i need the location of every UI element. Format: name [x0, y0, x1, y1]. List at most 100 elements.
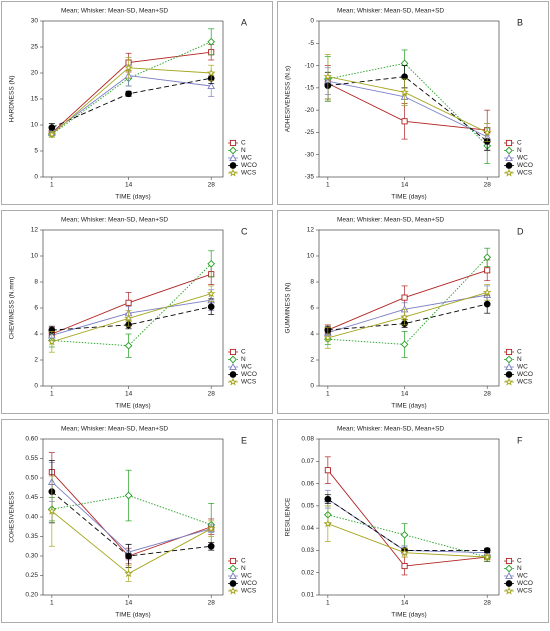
marker — [47, 337, 57, 346]
y-tick-label: 0 — [34, 383, 38, 390]
marker — [207, 303, 215, 311]
y-tick-label: 0.04 — [301, 525, 314, 532]
y-tick-label: 0.30 — [25, 553, 38, 560]
marker — [505, 564, 513, 573]
x-axis-label: TIME (days) — [391, 612, 426, 619]
x-tick-label: 28 — [484, 391, 492, 398]
y-tick-label: 20 — [31, 70, 39, 77]
marker — [229, 371, 237, 378]
legend-label: C — [241, 140, 246, 147]
y-tick-label: 15 — [31, 96, 39, 103]
y-axis-label: COHESIVENESS — [9, 491, 16, 543]
marker — [484, 267, 491, 274]
marker — [229, 153, 237, 162]
y-axis-label: ADHESIVENESS (N.s) — [285, 66, 292, 132]
legend-label: N — [241, 147, 246, 154]
x-tick-label: 28 — [484, 600, 492, 607]
legend-label: WCS — [241, 379, 257, 386]
marker — [124, 63, 133, 72]
y-tick-label: 0.55 — [25, 455, 38, 462]
legend-label: N — [241, 565, 246, 572]
x-tick-label: 1 — [326, 600, 330, 607]
marker — [228, 377, 238, 386]
marker — [505, 580, 513, 587]
marker — [207, 259, 216, 268]
marker — [228, 586, 238, 595]
x-tick-label: 14 — [401, 391, 409, 398]
marker — [482, 127, 492, 137]
y-tick-label: 0.08 — [301, 436, 314, 443]
y-tick-label: -25 — [305, 129, 315, 136]
marker — [324, 495, 332, 503]
marker — [229, 557, 237, 565]
plot-area — [318, 438, 500, 596]
marker — [504, 168, 514, 177]
legend-label: C — [241, 349, 246, 356]
y-tick-label: 0 — [310, 383, 314, 390]
y-tick-label: 0.05 — [301, 503, 314, 510]
x-tick-label: 28 — [208, 600, 216, 607]
legend-label: WCO — [241, 580, 257, 587]
y-tick-label: 12 — [307, 227, 315, 234]
marker — [124, 313, 133, 323]
marker — [482, 552, 492, 561]
x-tick-label: 14 — [401, 600, 409, 607]
marker — [207, 37, 216, 46]
y-tick-label: 2 — [34, 357, 38, 364]
panel-frame — [277, 210, 549, 414]
legend-label: WCS — [241, 588, 257, 595]
chart-title: Mean; Whisker: Mean-SD, Mean+SD — [337, 426, 444, 433]
marker — [229, 564, 237, 573]
y-tick-label: 10 — [307, 253, 315, 260]
marker — [124, 569, 133, 578]
marker — [229, 362, 237, 371]
plot-area — [318, 20, 500, 178]
x-tick-label: 1 — [326, 391, 330, 398]
marker — [229, 571, 237, 580]
marker — [124, 491, 133, 500]
y-tick-label: 6 — [310, 305, 314, 312]
panel: Mean; Whisker: Mean-SD, Mean+SD A TIME (da… — [1, 1, 273, 205]
legend-label: WC — [517, 573, 528, 580]
marker — [401, 562, 408, 570]
y-tick-label: 0.03 — [301, 547, 314, 554]
y-tick-label: 10 — [31, 122, 39, 129]
marker — [505, 139, 513, 147]
marker — [400, 340, 409, 349]
y-tick-label: 12 — [31, 227, 39, 234]
panel: Mean; Whisker: Mean-SD, Mean+SD C TIME (da… — [1, 210, 273, 414]
marker — [400, 87, 409, 96]
y-tick-label: 0.60 — [25, 436, 38, 443]
marker — [323, 333, 333, 342]
y-tick-label: 0.40 — [25, 514, 38, 521]
marker — [505, 362, 513, 371]
y-tick-label: 0.07 — [301, 458, 314, 465]
chart-title: Mean; Whisker: Mean-SD, Mean+SD — [337, 217, 444, 224]
y-axis-label: GUMMINESS (N) — [285, 283, 292, 334]
legend-label: WCS — [517, 379, 533, 386]
marker — [229, 139, 237, 147]
legend-label: WCO — [241, 371, 257, 378]
x-tick-label: 14 — [125, 600, 133, 607]
marker — [505, 146, 513, 155]
marker — [400, 312, 409, 321]
panel-frame — [1, 1, 273, 205]
series-line — [51, 263, 212, 347]
x-tick-label: 14 — [401, 182, 409, 189]
marker — [505, 162, 513, 169]
legend-label: C — [517, 140, 522, 147]
marker — [505, 348, 513, 356]
y-tick-label: 0.25 — [25, 572, 38, 579]
chart-title: Mean; Whisker: Mean-SD, Mean+SD — [337, 8, 444, 15]
y-tick-label: 30 — [31, 18, 39, 25]
y-tick-label: 0.02 — [301, 569, 314, 576]
marker — [228, 168, 238, 177]
y-tick-label: -10 — [305, 62, 315, 69]
y-tick-label: 8 — [310, 279, 314, 286]
marker — [125, 299, 132, 306]
legend-label: C — [241, 558, 246, 565]
legend-label: WC — [517, 364, 528, 371]
x-tick-label: 14 — [125, 391, 133, 398]
y-tick-label: 4 — [34, 331, 38, 338]
panel-label: C — [241, 226, 248, 236]
